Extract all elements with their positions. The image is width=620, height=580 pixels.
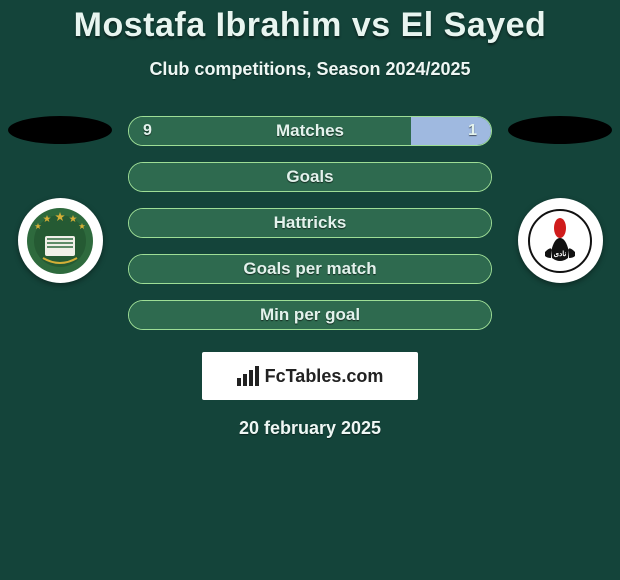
main-row: 91Matches Goals Hattricks Goals per match Mi… [0, 116, 620, 330]
stat-label: Goals per match [129, 255, 491, 283]
brand-text: FcTables.com [265, 366, 384, 387]
stat-bar: Goals per match [128, 254, 492, 284]
alittihad-logo-icon [25, 206, 95, 276]
footer-date: 20 february 2025 [0, 418, 620, 439]
stat-bar: Min per goal [128, 300, 492, 330]
stat-label: Goals [129, 163, 491, 191]
enppi-logo-icon: نادى [527, 208, 593, 274]
stat-bar: Goals [128, 162, 492, 192]
stat-bar: Hattricks [128, 208, 492, 238]
page-subtitle: Club competitions, Season 2024/2025 [0, 59, 620, 80]
chart-icon [237, 366, 259, 386]
left-ellipse [8, 116, 112, 144]
left-team-col [6, 116, 114, 283]
comparison-card: Mostafa Ibrahim vs El Sayed Club competi… [0, 0, 620, 439]
right-ellipse [508, 116, 612, 144]
right-team-col: نادى [506, 116, 614, 283]
left-club-logo [18, 198, 103, 283]
page-title: Mostafa Ibrahim vs El Sayed [0, 6, 620, 45]
stat-label: Matches [129, 117, 491, 145]
stat-bar: 91Matches [128, 116, 492, 146]
stat-bars: 91Matches Goals Hattricks Goals per match Mi… [114, 116, 506, 330]
brand-box[interactable]: FcTables.com [202, 352, 418, 400]
stat-label: Hattricks [129, 209, 491, 237]
right-club-logo: نادى [518, 198, 603, 283]
svg-text:نادى: نادى [554, 250, 567, 258]
stat-label: Min per goal [129, 301, 491, 329]
